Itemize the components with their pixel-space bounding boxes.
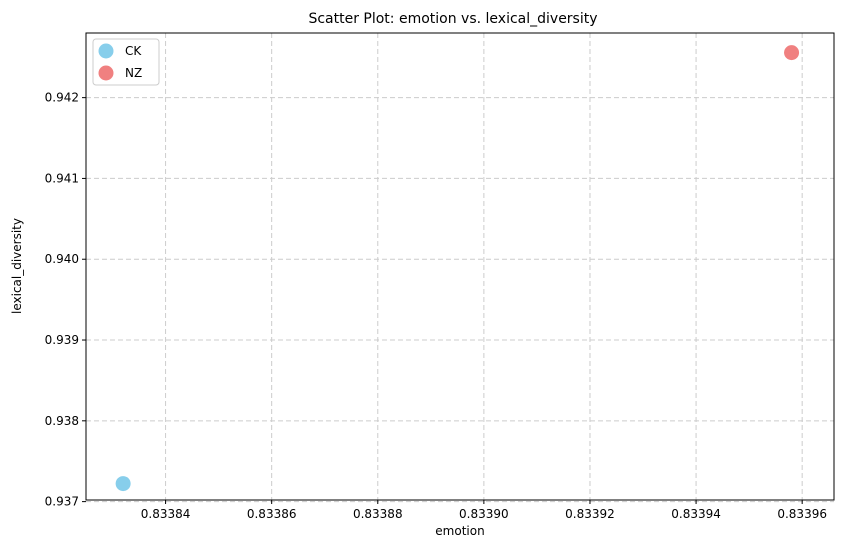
x-tick-label: 0.83394 bbox=[671, 507, 721, 521]
x-axis-ticks: 0.83384 0.83386 0.83388 0.83390 0.83392 0.833… bbox=[141, 500, 827, 521]
x-tick-label: 0.83388 bbox=[353, 507, 403, 521]
legend-label-nz: NZ bbox=[125, 66, 142, 80]
data-points bbox=[115, 45, 800, 492]
y-tick-label: 0.937 bbox=[45, 495, 79, 509]
x-axis-label: emotion bbox=[435, 524, 484, 538]
legend-marker-ck bbox=[98, 43, 114, 59]
plot-frame bbox=[85, 32, 835, 501]
legend: CK NZ bbox=[92, 38, 160, 86]
x-tick-label: 0.83390 bbox=[459, 507, 509, 521]
x-tick-label: 0.83386 bbox=[247, 507, 297, 521]
point-nz bbox=[784, 45, 800, 61]
y-tick-label: 0.942 bbox=[45, 91, 79, 105]
legend-marker-nz bbox=[98, 65, 114, 81]
y-tick-label: 0.939 bbox=[45, 333, 79, 347]
y-tick-label: 0.941 bbox=[45, 171, 79, 185]
y-tick-label: 0.940 bbox=[45, 252, 79, 266]
point-ck bbox=[115, 476, 131, 492]
chart-title: Scatter Plot: emotion vs. lexical_divers… bbox=[308, 11, 597, 27]
y-axis-label: lexical_diversity bbox=[10, 218, 24, 314]
x-tick-label: 0.83392 bbox=[565, 507, 615, 521]
grid-lines bbox=[86, 33, 834, 503]
legend-label-ck: CK bbox=[125, 44, 142, 58]
y-tick-label: 0.938 bbox=[45, 414, 79, 428]
y-axis-ticks: 0.937 0.938 0.939 0.940 0.941 0.942 bbox=[45, 91, 86, 509]
x-tick-label: 0.83396 bbox=[777, 507, 827, 521]
x-tick-label: 0.83384 bbox=[141, 507, 191, 521]
